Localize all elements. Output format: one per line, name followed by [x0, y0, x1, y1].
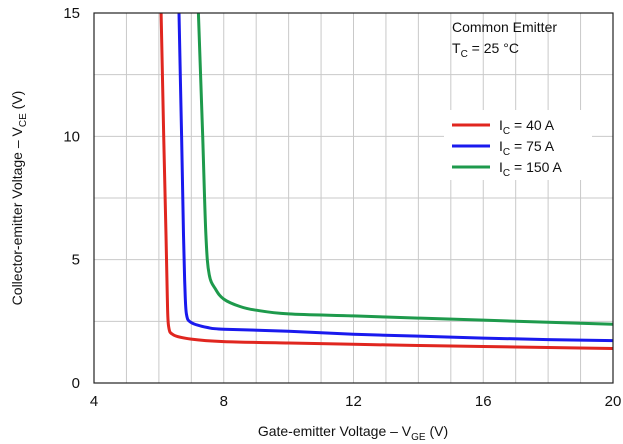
x-tick-label: 8 [220, 393, 228, 410]
y-tick-labels: 0 5 10 15 [63, 5, 80, 392]
y-tick-label: 5 [72, 252, 80, 269]
y-axis-label: Collector-emitter Voltage – VCE (V) [9, 91, 29, 306]
plot-frame [93, 12, 614, 384]
legend: IC = 40 AIC = 75 AIC = 150 A [444, 110, 592, 180]
annotation-line-1: Common Emitter [452, 19, 557, 35]
y-tick-label: 10 [63, 128, 80, 145]
legend-label: IC = 75 A [499, 138, 555, 158]
series-line [177, 12, 614, 343]
x-tick-label: 16 [475, 393, 492, 410]
series-line [159, 12, 614, 350]
x-axis-label: Gate-emitter Voltage – VGE (V) [258, 423, 448, 443]
series-line [196, 12, 614, 326]
x-tick-label: 20 [605, 393, 622, 410]
series-lines [159, 12, 614, 350]
y-tick-label: 0 [72, 375, 80, 392]
legend-label: IC = 40 A [499, 117, 555, 137]
y-tick-label: 15 [63, 5, 80, 22]
legend-label: IC = 150 A [499, 159, 563, 179]
x-tick-label: 12 [345, 393, 362, 410]
annotation-line-2: TC = 25 °C [452, 40, 519, 60]
x-tick-labels: 4 8 12 16 20 [90, 393, 622, 410]
x-tick-label: 4 [90, 393, 98, 410]
